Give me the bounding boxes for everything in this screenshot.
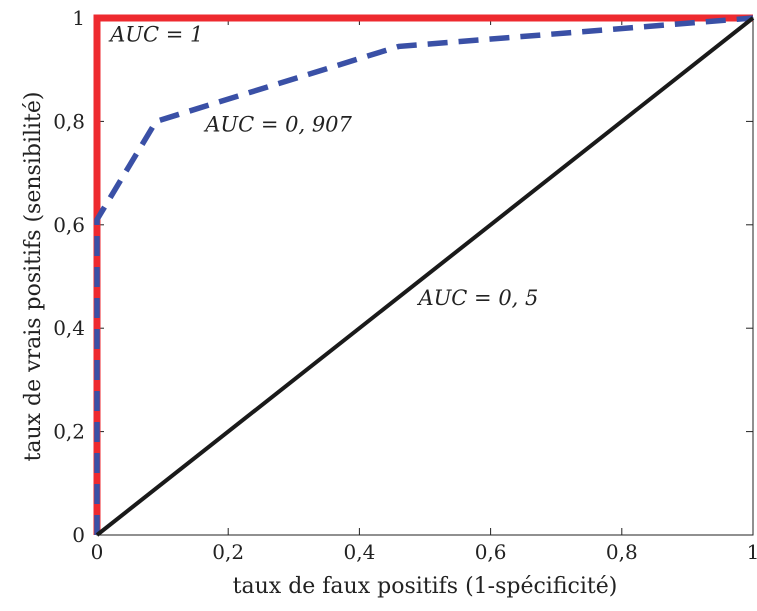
y-tick-label-5: 1 [72,6,85,30]
x-tick-label-2: 0,4 [343,540,375,564]
x-tick-label-5: 1 [747,540,757,564]
y-tick-label-3: 0,6 [53,213,85,237]
x-axis-title: taux de faux positifs (1-spécificité) [233,574,618,599]
annotation-0: AUC = 1 [108,22,203,46]
tick-label-layer: 0 0,2 0,4 0,6 0,8 1 0 0,2 0,4 0,6 0,8 1 [53,6,757,564]
annotation-1: AUC = 0, 907 [203,113,352,137]
x-tick-label-4: 0,8 [606,540,638,564]
x-tick-label-1: 0,2 [212,540,244,564]
annotation-2: AUC = 0, 5 [416,286,538,310]
y-tick-label-4: 0,8 [53,109,85,133]
x-tick-label-0: 0 [91,540,104,564]
y-tick-label-1: 0,2 [53,420,85,444]
y-tick-label-0: 0 [72,523,85,547]
series-layer [93,14,755,537]
y-axis-title: taux de vrais positifs (sensibilité) [21,92,46,462]
annotation-layer: AUC = 1 AUC = 0, 907 AUC = 0, 5 [108,22,538,310]
x-tick-label-3: 0,6 [475,540,507,564]
series-line-2 [95,16,755,537]
y-tick-label-2: 0,4 [53,316,85,340]
